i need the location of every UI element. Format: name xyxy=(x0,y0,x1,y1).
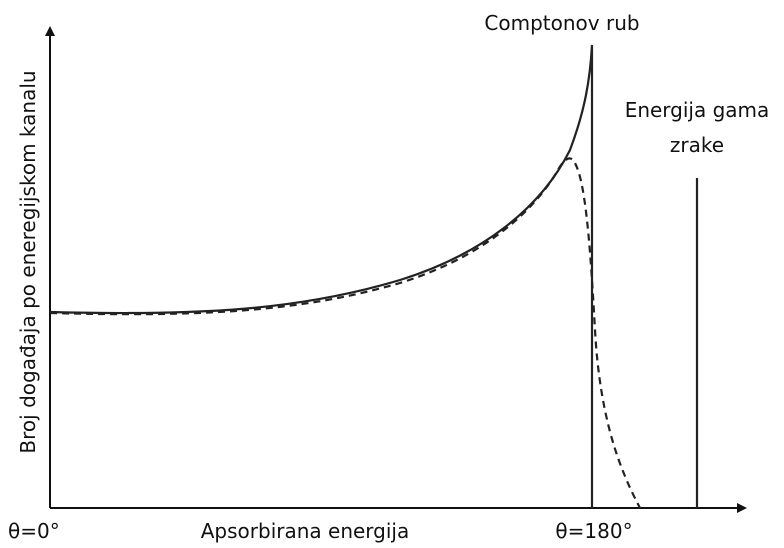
x-start-label: θ=0° xyxy=(8,519,60,543)
measured-curve xyxy=(49,157,641,509)
gamma-energy-label: Energija gama xyxy=(625,98,770,122)
x-axis-label: Apsorbirana energija xyxy=(201,519,410,543)
gamma-energy-label: zrake xyxy=(670,133,724,157)
y-axis-label: Broj događaja po eneregijskom kanalu xyxy=(16,70,40,453)
x-end-label: θ=180° xyxy=(555,519,632,543)
compton-curve xyxy=(49,44,594,508)
compton-edge-label: Comptonov rub xyxy=(484,11,639,35)
